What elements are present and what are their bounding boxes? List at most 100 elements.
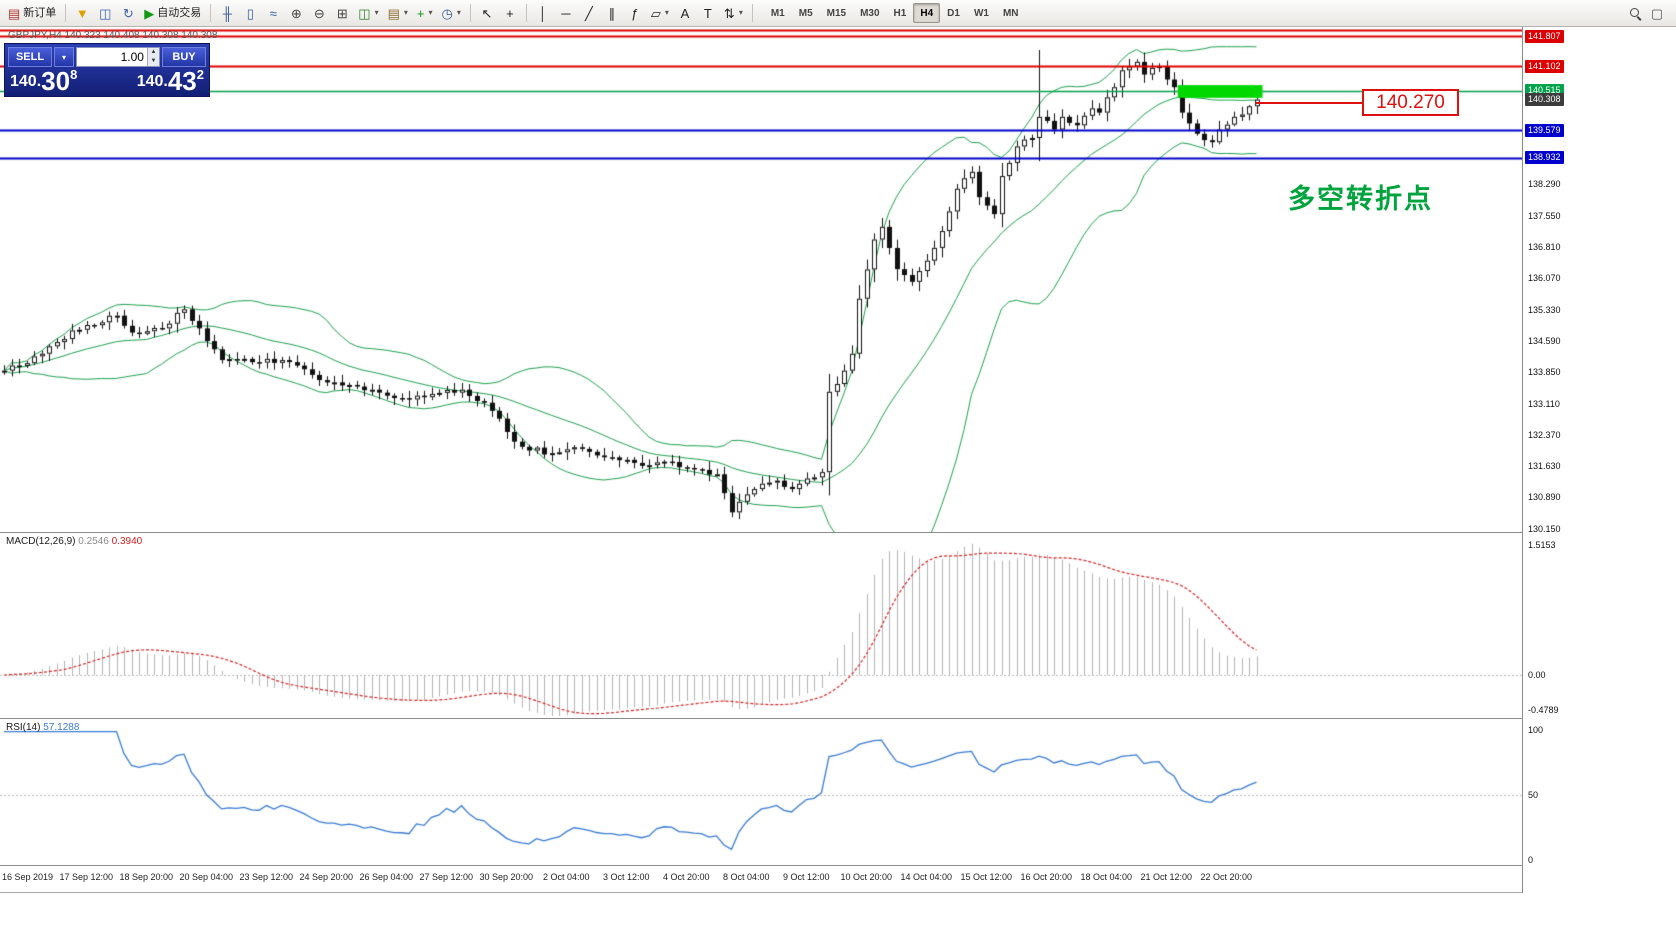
- timeframe-button-w1[interactable]: W1: [967, 3, 996, 23]
- price-axis-label: 132.370: [1528, 429, 1561, 440]
- chevron-down-icon: ▾: [456, 8, 461, 17]
- toolbar-separator: [469, 4, 471, 22]
- time-axis[interactable]: 16 Sep 2019 17 Sep 12:00 18 Sep 20:00 20 Se…: [0, 865, 1572, 892]
- time-axis-label: 9 Oct 12:00: [783, 872, 830, 882]
- toolbar-right-group: ▢: [1624, 2, 1668, 24]
- chevron-down-icon: ▾: [738, 8, 743, 17]
- toolbar-separator: [65, 4, 67, 22]
- zoom-in-icon: ⊕: [290, 5, 302, 21]
- ohlc-bars-button[interactable]: ╫: [216, 2, 238, 24]
- tile-windows-button[interactable]: ⊞: [331, 2, 353, 24]
- price-axis-label: 133.110: [1528, 398, 1560, 409]
- trendline-button[interactable]: ╱: [578, 2, 600, 24]
- shapes-icon: ▱: [650, 5, 661, 21]
- new-order-button-label: 新订单: [23, 6, 57, 19]
- price-axis-label: 138.290: [1528, 179, 1561, 190]
- price-axis-label: 135.330: [1528, 304, 1561, 315]
- channel-button[interactable]: ∥: [601, 2, 623, 24]
- arrows-icon: ⇅: [723, 5, 735, 21]
- price-chart-canvas[interactable]: [0, 27, 1522, 532]
- profiles-button[interactable]: ▤ ▾: [384, 2, 412, 24]
- chart-window: GBPJPY,H4 140.323 140.408 140.308 140.30…: [0, 27, 1572, 893]
- buy-price-prefix: 140.: [136, 73, 168, 90]
- new-chart-button[interactable]: ◫ ▾: [354, 2, 382, 24]
- auto-trading-button-label: 自动交易: [157, 6, 202, 19]
- horizontal-line-button[interactable]: ─: [555, 2, 577, 24]
- time-axis-label: 20 Sep 04:00: [179, 872, 234, 882]
- timeframe-button-mn[interactable]: MN: [996, 3, 1026, 23]
- arrows-button[interactable]: ⇅ ▾: [720, 2, 747, 24]
- window-icon: ▢: [1650, 5, 1664, 21]
- sell-price-point: 8: [70, 67, 78, 82]
- timeframe-button-h1[interactable]: H1: [887, 3, 914, 23]
- timeframe-button-m30[interactable]: M30: [853, 3, 886, 23]
- periods-button[interactable]: ◷ ▾: [438, 2, 465, 24]
- timeframe-button-d1[interactable]: D1: [940, 3, 967, 23]
- macd-label-row: MACD(12,26,9) 0.2546 0.3940: [6, 536, 142, 547]
- pane-separator[interactable]: [0, 718, 1572, 719]
- price-callout[interactable]: 140.270: [1362, 89, 1459, 116]
- refresh-icon: ↻: [122, 5, 134, 21]
- time-axis-label: 10 Oct 20:00: [840, 872, 893, 882]
- text-label-button[interactable]: T: [697, 2, 719, 24]
- order-type-dropdown[interactable]: ▾: [54, 47, 74, 67]
- chevron-down-icon: ▾: [403, 8, 408, 17]
- buy-price-pips: 43: [167, 66, 197, 96]
- time-axis-label: 4 Oct 20:00: [663, 872, 710, 882]
- price-axis-label: 130.890: [1528, 492, 1561, 503]
- timeframe-button-m15[interactable]: M15: [820, 3, 853, 23]
- price-line-tag: 138.932: [1525, 151, 1564, 165]
- auto-trading-button[interactable]: ▶ 自动交易: [140, 2, 205, 24]
- candlestick-button[interactable]: ▯: [239, 2, 261, 24]
- time-axis-label: 8 Oct 04:00: [723, 872, 770, 882]
- time-axis-label: 24 Sep 20:00: [299, 872, 354, 882]
- macd-axis-label: 0.00: [1528, 669, 1546, 680]
- market-watch-button[interactable]: ◫: [94, 2, 116, 24]
- time-axis-label: 18 Sep 20:00: [119, 872, 174, 882]
- shapes-button[interactable]: ▱ ▾: [647, 2, 673, 24]
- zoom-out-button[interactable]: ⊖: [308, 2, 330, 24]
- tile-windows-icon: ⊞: [336, 5, 348, 21]
- volume-input[interactable]: [77, 48, 147, 66]
- search-button[interactable]: [1624, 2, 1646, 24]
- price-line-tag: 141.807: [1525, 29, 1564, 43]
- timeframe-button-m5[interactable]: M5: [792, 3, 820, 23]
- pane-separator[interactable]: [0, 532, 1572, 533]
- vertical-line-button[interactable]: │: [532, 2, 554, 24]
- main-chart-pane: GBPJPY,H4 140.323 140.408 140.308 140.30…: [0, 27, 1522, 532]
- volume-field: ▲ ▼: [76, 47, 160, 67]
- zoom-in-button[interactable]: ⊕: [285, 2, 307, 24]
- new-order-button[interactable]: ▤ 新订单: [4, 2, 60, 24]
- macd-label: MACD(12,26,9): [6, 536, 76, 547]
- macd-pane: MACD(12,26,9) 0.2546 0.3940: [0, 533, 1522, 718]
- candlestick-icon: ▯: [246, 5, 254, 21]
- vertical-line-icon: │: [538, 5, 547, 21]
- sell-button[interactable]: SELL: [8, 47, 52, 67]
- price-axis[interactable]: 130.150 130.890 131.630 132.370 133.110 133.8…: [1522, 27, 1572, 893]
- timeframe-button-m1[interactable]: M1: [764, 3, 792, 23]
- refresh-button[interactable]: ↻: [117, 2, 139, 24]
- volume-up-button[interactable]: ▲: [147, 48, 159, 57]
- sell-price[interactable]: 140. 30 8: [10, 67, 78, 94]
- cursor-button[interactable]: ↖: [476, 2, 498, 24]
- time-axis-label: 30 Sep 20:00: [479, 872, 534, 882]
- trendline-icon: ╱: [584, 5, 593, 21]
- crosshair-button[interactable]: +: [499, 2, 521, 24]
- new-window-button[interactable]: ▢: [1646, 2, 1668, 24]
- volume-down-button[interactable]: ▼: [147, 57, 159, 66]
- timeframe-button-h4[interactable]: H4: [913, 3, 941, 23]
- text-button[interactable]: A: [674, 2, 696, 24]
- buy-price[interactable]: 140. 43 2: [136, 66, 204, 96]
- time-axis-label: 17 Sep 12:00: [59, 872, 114, 882]
- new-chart-icon: ◫: [358, 5, 371, 21]
- line-chart-icon: ≈: [269, 5, 277, 21]
- buy-button[interactable]: BUY: [162, 47, 206, 67]
- volume-spinner: ▲ ▼: [146, 48, 159, 66]
- horizontal-line-icon: ─: [561, 5, 571, 21]
- line-chart-button[interactable]: ≈: [262, 2, 284, 24]
- indicators-button[interactable]: + ▾: [413, 2, 437, 24]
- metaeditor-button[interactable]: ▼: [71, 2, 93, 24]
- fibonacci-button[interactable]: ƒ: [624, 2, 646, 24]
- workspace: GBPJPY,H4 140.323 140.408 140.308 140.30…: [0, 27, 1676, 948]
